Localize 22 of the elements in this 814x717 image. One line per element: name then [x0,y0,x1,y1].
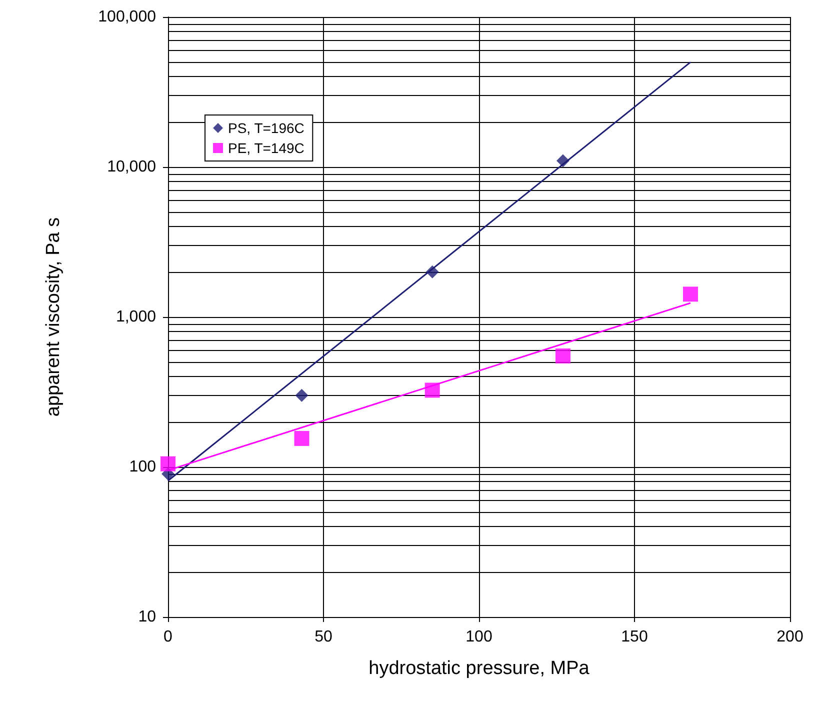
x-tick-label: 0 [164,628,173,646]
x-tick-label: 150 [621,628,648,646]
y-axis-title: apparent viscosity, Pa s [43,217,64,417]
point [555,348,570,364]
point [294,430,310,446]
legend-label: PE, T=149C [228,140,304,156]
y-tick-label: 10,000 [107,158,156,176]
y-tick-label: 1,000 [116,308,156,326]
y-tick-label: 100 [129,458,156,476]
point [426,265,439,278]
point [295,388,308,402]
x-tick-label: 100 [466,628,492,646]
point [424,382,440,398]
x-tick-label: 200 [776,628,804,646]
legend-label: PS, T=196C [228,120,304,136]
point [682,286,698,302]
x-tick-label: 50 [314,628,332,646]
y-tick-label: 100,000 [98,8,156,26]
y-tick-label: 10 [138,608,156,626]
point [556,154,570,168]
x-axis-title: hydrostatic pressure, MPa [368,658,590,679]
point [160,456,176,472]
